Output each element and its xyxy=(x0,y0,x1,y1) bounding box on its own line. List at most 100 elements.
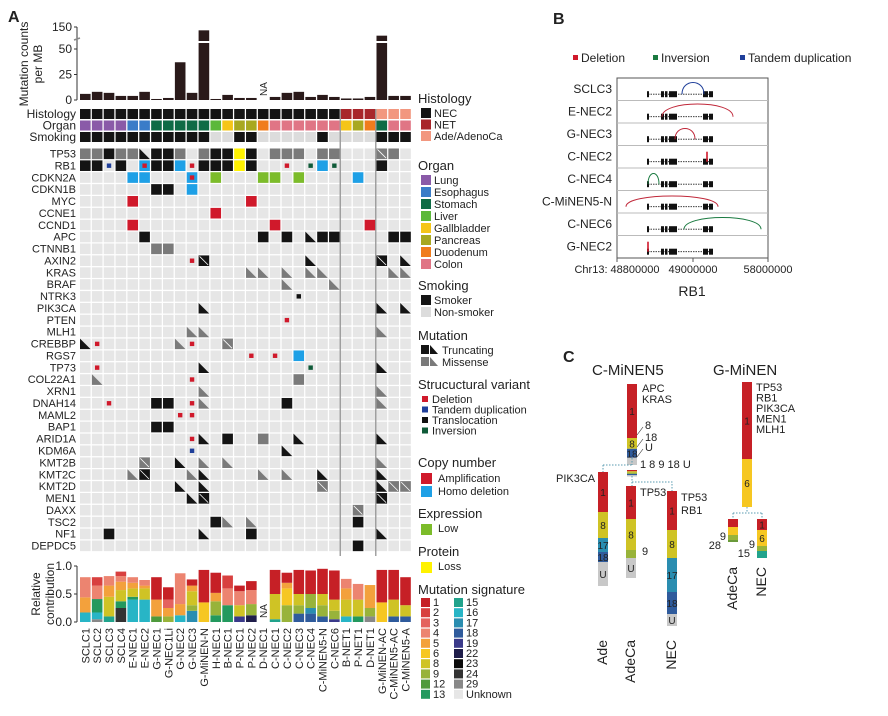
grid-cell xyxy=(234,516,245,528)
grid-cell xyxy=(281,433,293,445)
grid-cell xyxy=(139,445,150,457)
grid-cell xyxy=(210,445,222,457)
legend-item-signature: 15 xyxy=(466,597,478,609)
grid-cell xyxy=(376,504,388,516)
grid-cell xyxy=(257,457,269,468)
grid-cell xyxy=(174,302,186,314)
grid-cell xyxy=(400,433,411,445)
grid-cell xyxy=(103,267,115,278)
signature-segment-17 xyxy=(598,538,608,552)
sv-deletion xyxy=(94,365,100,370)
grid-cell xyxy=(305,445,316,457)
grid-cell xyxy=(151,291,162,302)
grid-cell xyxy=(91,350,103,362)
grid-cell xyxy=(388,433,399,445)
y-tick-label: 0.0 xyxy=(55,615,72,629)
grid-cell xyxy=(163,326,174,338)
legend-swatch xyxy=(421,473,432,484)
alteration-low-expression xyxy=(293,172,305,183)
grid-cell xyxy=(376,421,388,433)
signature-segment-1 xyxy=(246,581,257,591)
grid-cell xyxy=(305,243,316,255)
grid-cell xyxy=(317,540,328,552)
legend-item-signature: Unknown xyxy=(466,689,512,701)
grid-cell xyxy=(400,196,411,207)
grid-cell xyxy=(388,291,399,302)
grid-cell xyxy=(139,291,150,302)
alteration-truncating xyxy=(163,421,174,433)
grid-cell xyxy=(364,528,376,540)
grid-cell xyxy=(257,184,269,195)
legend-item-smoking: Non-smoker xyxy=(434,307,494,319)
grid-cell xyxy=(257,469,269,480)
grid-cell xyxy=(186,528,198,540)
alteration-triangle xyxy=(376,481,388,492)
exon xyxy=(669,181,677,188)
legend-title-copy-number: Copy number xyxy=(418,455,497,470)
sample-label: C-NEC3 xyxy=(294,628,306,669)
grid-cell xyxy=(246,362,257,373)
sample-label: E-NEC2 xyxy=(568,105,612,119)
exon xyxy=(709,91,713,98)
grid-cell xyxy=(210,231,222,243)
annotation-cell xyxy=(198,132,210,142)
grid-cell xyxy=(340,386,352,397)
legend-item-signature: 6 xyxy=(433,648,439,660)
sample-label: C-NEC6 xyxy=(329,628,341,669)
grid-cell xyxy=(91,196,103,207)
alteration-homo-deletion xyxy=(127,172,139,183)
grid-cell xyxy=(293,243,305,255)
annotation-cell xyxy=(400,120,411,131)
signature-segment-5 xyxy=(281,582,293,589)
gene-label: MLH1 xyxy=(47,327,76,339)
grid-cell xyxy=(246,433,257,445)
exon xyxy=(661,136,664,143)
count-bar xyxy=(281,92,293,100)
grid-cell xyxy=(352,160,364,171)
alteration-missense xyxy=(257,433,269,445)
grid-cell xyxy=(340,207,352,219)
grid-cell xyxy=(329,184,340,195)
grid-cell xyxy=(103,255,115,267)
grid-cell xyxy=(364,279,376,290)
sv-deletion xyxy=(189,175,195,180)
grid-cell xyxy=(163,386,174,397)
alteration-low-expression xyxy=(269,172,281,183)
grid-cell xyxy=(151,540,162,552)
sample-label: E-NEC1 xyxy=(128,628,140,668)
annotation-cell xyxy=(80,132,91,142)
gene-label: CDKN1B xyxy=(31,184,76,196)
grid-cell xyxy=(222,516,233,528)
grid-cell xyxy=(400,397,411,409)
legend-swatch-signature xyxy=(454,669,463,679)
grid-cell xyxy=(139,409,150,421)
legend-swatch-signature xyxy=(421,649,430,658)
signature-segment-2 xyxy=(115,571,127,577)
count-bar xyxy=(186,92,198,100)
grid-cell xyxy=(281,409,293,421)
annotation-label-organ: Organ xyxy=(43,119,76,133)
sv-deletion xyxy=(106,401,112,406)
legend-swatch-square xyxy=(421,345,429,354)
annotation-cell xyxy=(91,109,103,119)
grid-cell xyxy=(317,291,328,302)
annotation-cell xyxy=(269,132,281,142)
gene-label: MAML2 xyxy=(38,410,76,422)
grid-cell xyxy=(281,302,293,314)
gene-label: MYC xyxy=(52,196,77,208)
grid-cell xyxy=(376,207,388,219)
grid-cell xyxy=(234,326,245,338)
grid-cell xyxy=(340,445,352,457)
grid-cell xyxy=(103,350,115,362)
grid-cell xyxy=(400,314,411,326)
grid-cell xyxy=(198,338,210,350)
legend-swatch-triangle xyxy=(430,345,438,354)
grid-cell xyxy=(198,267,210,278)
legend-item-mutation: Missense xyxy=(442,357,488,369)
grid-cell xyxy=(80,528,91,540)
grid-cell xyxy=(163,219,174,231)
annotation-cell xyxy=(234,132,245,142)
grid-cell xyxy=(269,469,281,480)
grid-cell xyxy=(174,362,186,373)
